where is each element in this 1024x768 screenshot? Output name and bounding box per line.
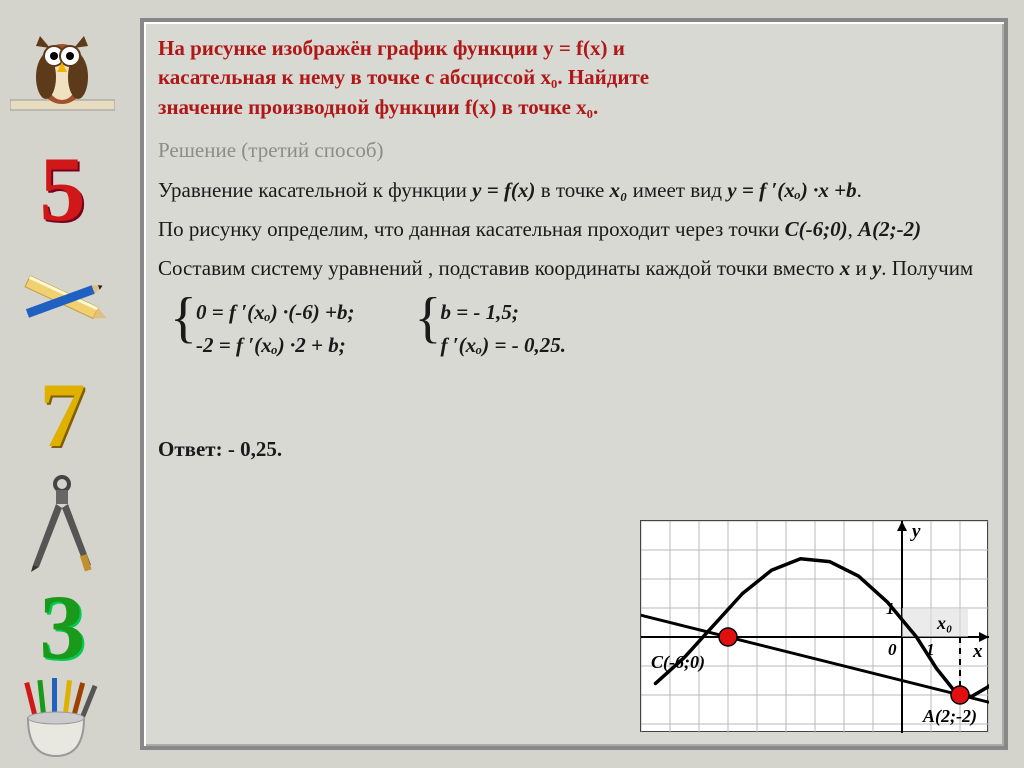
answer-label: Ответ: (158, 437, 228, 461)
text: и (850, 256, 872, 280)
svg-text:x: x (972, 641, 983, 662)
svg-text:x₀: x₀ (936, 613, 952, 633)
eq-line: -2 = f ′(xₒ) ·2 + b; (196, 331, 354, 360)
chart-label-a: A(2;-2) (923, 706, 977, 727)
slide-frame: На рисунке изображён график функции y = … (140, 18, 1008, 750)
text: имеет вид (627, 178, 727, 202)
task-line: На рисунке изображён график функции y = … (158, 34, 990, 63)
eq-line: b = - 1,5; (440, 298, 566, 327)
svg-text:0: 0 (888, 640, 897, 659)
svg-text:y: y (910, 521, 921, 542)
point-a: A(2;-2) (858, 217, 921, 241)
paragraph-tangent-eq: Уравнение касательной к функции y = f(x)… (158, 176, 990, 205)
text: , (848, 217, 859, 241)
digit-3: 3 (0, 574, 125, 680)
text: . (857, 178, 862, 202)
task-line: касательная к нему в точке с абсциссой x… (158, 63, 990, 92)
paragraph-points: По рисунку определим, что данная касател… (158, 215, 990, 244)
text: в точке (535, 178, 609, 202)
equation-system: { 0 = f ′(xₒ) ·(-6) +b; -2 = f ′(xₒ) ·2 … (170, 294, 990, 365)
var-y: y (872, 256, 881, 280)
eq-col-left: { 0 = f ′(xₒ) ·(-6) +b; -2 = f ′(xₒ) ·2 … (170, 294, 354, 365)
chart-label-c: C(-6;0) (651, 652, 705, 673)
brace-icon: { (414, 290, 441, 346)
eq-col-right: { b = - 1,5; f ′(xₒ) = - 0,25. (414, 294, 566, 365)
task-line: значение производной функции f(x) в точк… (158, 93, 990, 122)
pencil-cup-illustration (0, 678, 125, 768)
brace-icon: { (170, 290, 197, 346)
decorative-sidebar: 5 7 3 (0, 0, 132, 767)
inline-eq: x₀ (610, 178, 628, 202)
inline-eq: y = f(x) (472, 178, 535, 202)
slide-content: На рисунке изображён график функции y = … (158, 34, 990, 464)
eq-line: f ′(xₒ) = - 0,25. (440, 331, 566, 360)
point-c: C(-6;0) (785, 217, 848, 241)
solution-heading: Решение (третий способ) (158, 136, 990, 165)
owl-illustration (0, 22, 125, 127)
paragraph-system: Составим систему уравнений , подставив к… (158, 254, 990, 283)
task-statement: На рисунке изображён график функции y = … (158, 34, 990, 122)
text: Составим систему уравнений , подставив к… (158, 256, 840, 280)
compass-illustration (0, 470, 125, 580)
text: . Получим (881, 256, 973, 280)
digit-5: 5 (0, 136, 125, 242)
inline-eq: y = f ′(xₒ) ·x +b (727, 178, 856, 202)
digit-7: 7 (0, 362, 125, 468)
var-x: x (840, 256, 851, 280)
answer: Ответ: - 0,25. (158, 435, 990, 464)
text: Уравнение касательной к функции (158, 178, 472, 202)
text: По рисунку определим, что данная касател… (158, 217, 785, 241)
chart-svg: 011xyx₀ (641, 521, 989, 733)
answer-value: - 0,25. (228, 437, 282, 461)
function-chart: 011xyx₀ C(-6;0) A(2;-2) (640, 520, 988, 732)
eq-line: 0 = f ′(xₒ) ·(-6) +b; (196, 298, 354, 327)
pencils-illustration (0, 250, 125, 360)
